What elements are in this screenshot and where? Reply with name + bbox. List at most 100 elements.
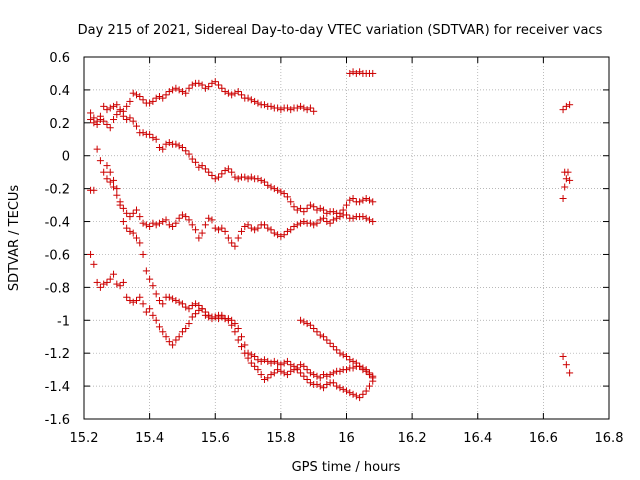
data-point xyxy=(247,224,255,232)
data-point xyxy=(359,213,367,221)
data-point xyxy=(182,213,190,221)
data-point xyxy=(247,173,255,181)
data-point xyxy=(274,231,282,239)
data-point xyxy=(274,359,282,367)
y-tick-label: 0.6 xyxy=(49,51,70,66)
data-point xyxy=(264,181,272,189)
data-point xyxy=(254,175,262,183)
data-point xyxy=(300,218,308,226)
y-tick-label: 0.2 xyxy=(49,117,70,132)
data-point xyxy=(333,382,341,390)
data-point xyxy=(169,86,177,94)
data-point xyxy=(169,222,177,230)
x-tick-label: 16 xyxy=(338,431,355,446)
data-point xyxy=(106,168,114,176)
data-point xyxy=(96,157,104,165)
data-point xyxy=(326,371,334,379)
y-tick-label: -0.6 xyxy=(45,248,70,263)
data-point xyxy=(119,112,127,120)
data-point xyxy=(251,226,259,234)
x-tick-label: 15.6 xyxy=(201,431,230,446)
data-point xyxy=(228,239,236,247)
data-point xyxy=(234,88,242,96)
y-tick-label: -0.2 xyxy=(45,183,70,198)
plot-frame xyxy=(83,56,610,420)
data-point xyxy=(129,117,137,125)
data-point xyxy=(329,216,337,224)
data-point xyxy=(146,130,154,138)
data-point xyxy=(365,371,373,379)
data-point xyxy=(310,107,318,115)
data-point xyxy=(221,227,229,235)
data-point xyxy=(119,218,127,226)
data-point xyxy=(211,224,219,232)
data-point xyxy=(228,91,236,99)
data-point xyxy=(106,104,114,112)
data-point xyxy=(316,204,324,212)
data-point xyxy=(297,219,305,227)
data-point xyxy=(211,175,219,183)
data-point xyxy=(349,357,357,365)
data-point xyxy=(306,219,314,227)
data-point xyxy=(290,222,298,230)
data-point xyxy=(195,234,203,242)
data-point xyxy=(119,204,127,212)
data-point xyxy=(231,173,239,181)
data-point xyxy=(221,167,229,175)
data-point xyxy=(300,208,308,216)
data-point xyxy=(182,147,190,155)
data-point xyxy=(280,359,288,367)
data-point xyxy=(185,150,193,158)
data-point xyxy=(110,116,118,124)
data-point xyxy=(119,278,127,286)
data-point xyxy=(346,389,354,397)
data-point xyxy=(352,392,360,400)
data-point xyxy=(152,290,160,298)
data-point xyxy=(96,283,104,291)
data-point xyxy=(103,120,111,128)
data-point xyxy=(349,214,357,222)
data-point xyxy=(234,234,242,242)
data-point xyxy=(211,78,219,86)
data-point xyxy=(172,219,180,227)
data-point xyxy=(303,204,311,212)
data-point xyxy=(343,211,350,219)
data-point xyxy=(297,316,305,324)
data-point xyxy=(146,222,154,230)
data-point xyxy=(313,328,321,336)
data-point xyxy=(270,357,278,365)
data-point xyxy=(215,226,223,234)
data-point xyxy=(270,185,278,193)
data-point xyxy=(188,81,196,89)
data-point xyxy=(106,275,114,283)
data-point xyxy=(228,321,236,329)
data-point xyxy=(201,221,209,229)
data-point xyxy=(146,275,154,283)
data-point xyxy=(123,224,131,232)
data-point xyxy=(192,310,200,318)
data-point xyxy=(359,366,367,374)
data-point xyxy=(106,124,114,132)
data-point xyxy=(142,308,150,316)
data-point xyxy=(280,190,288,198)
data-point xyxy=(178,88,186,96)
data-point xyxy=(224,316,232,324)
data-point xyxy=(274,104,282,112)
data-point xyxy=(559,195,567,203)
data-point xyxy=(283,371,291,379)
data-point xyxy=(113,191,121,199)
data-point xyxy=(205,83,213,91)
data-point xyxy=(316,374,324,382)
data-point xyxy=(159,300,167,308)
data-point xyxy=(172,84,180,92)
data-point xyxy=(297,361,305,369)
data-point xyxy=(356,394,364,402)
data-point xyxy=(320,333,328,341)
data-point xyxy=(142,267,150,275)
data-point xyxy=(264,357,272,365)
data-point xyxy=(224,234,232,242)
data-point xyxy=(126,97,134,105)
data-point xyxy=(352,69,360,77)
data-point xyxy=(215,315,223,323)
